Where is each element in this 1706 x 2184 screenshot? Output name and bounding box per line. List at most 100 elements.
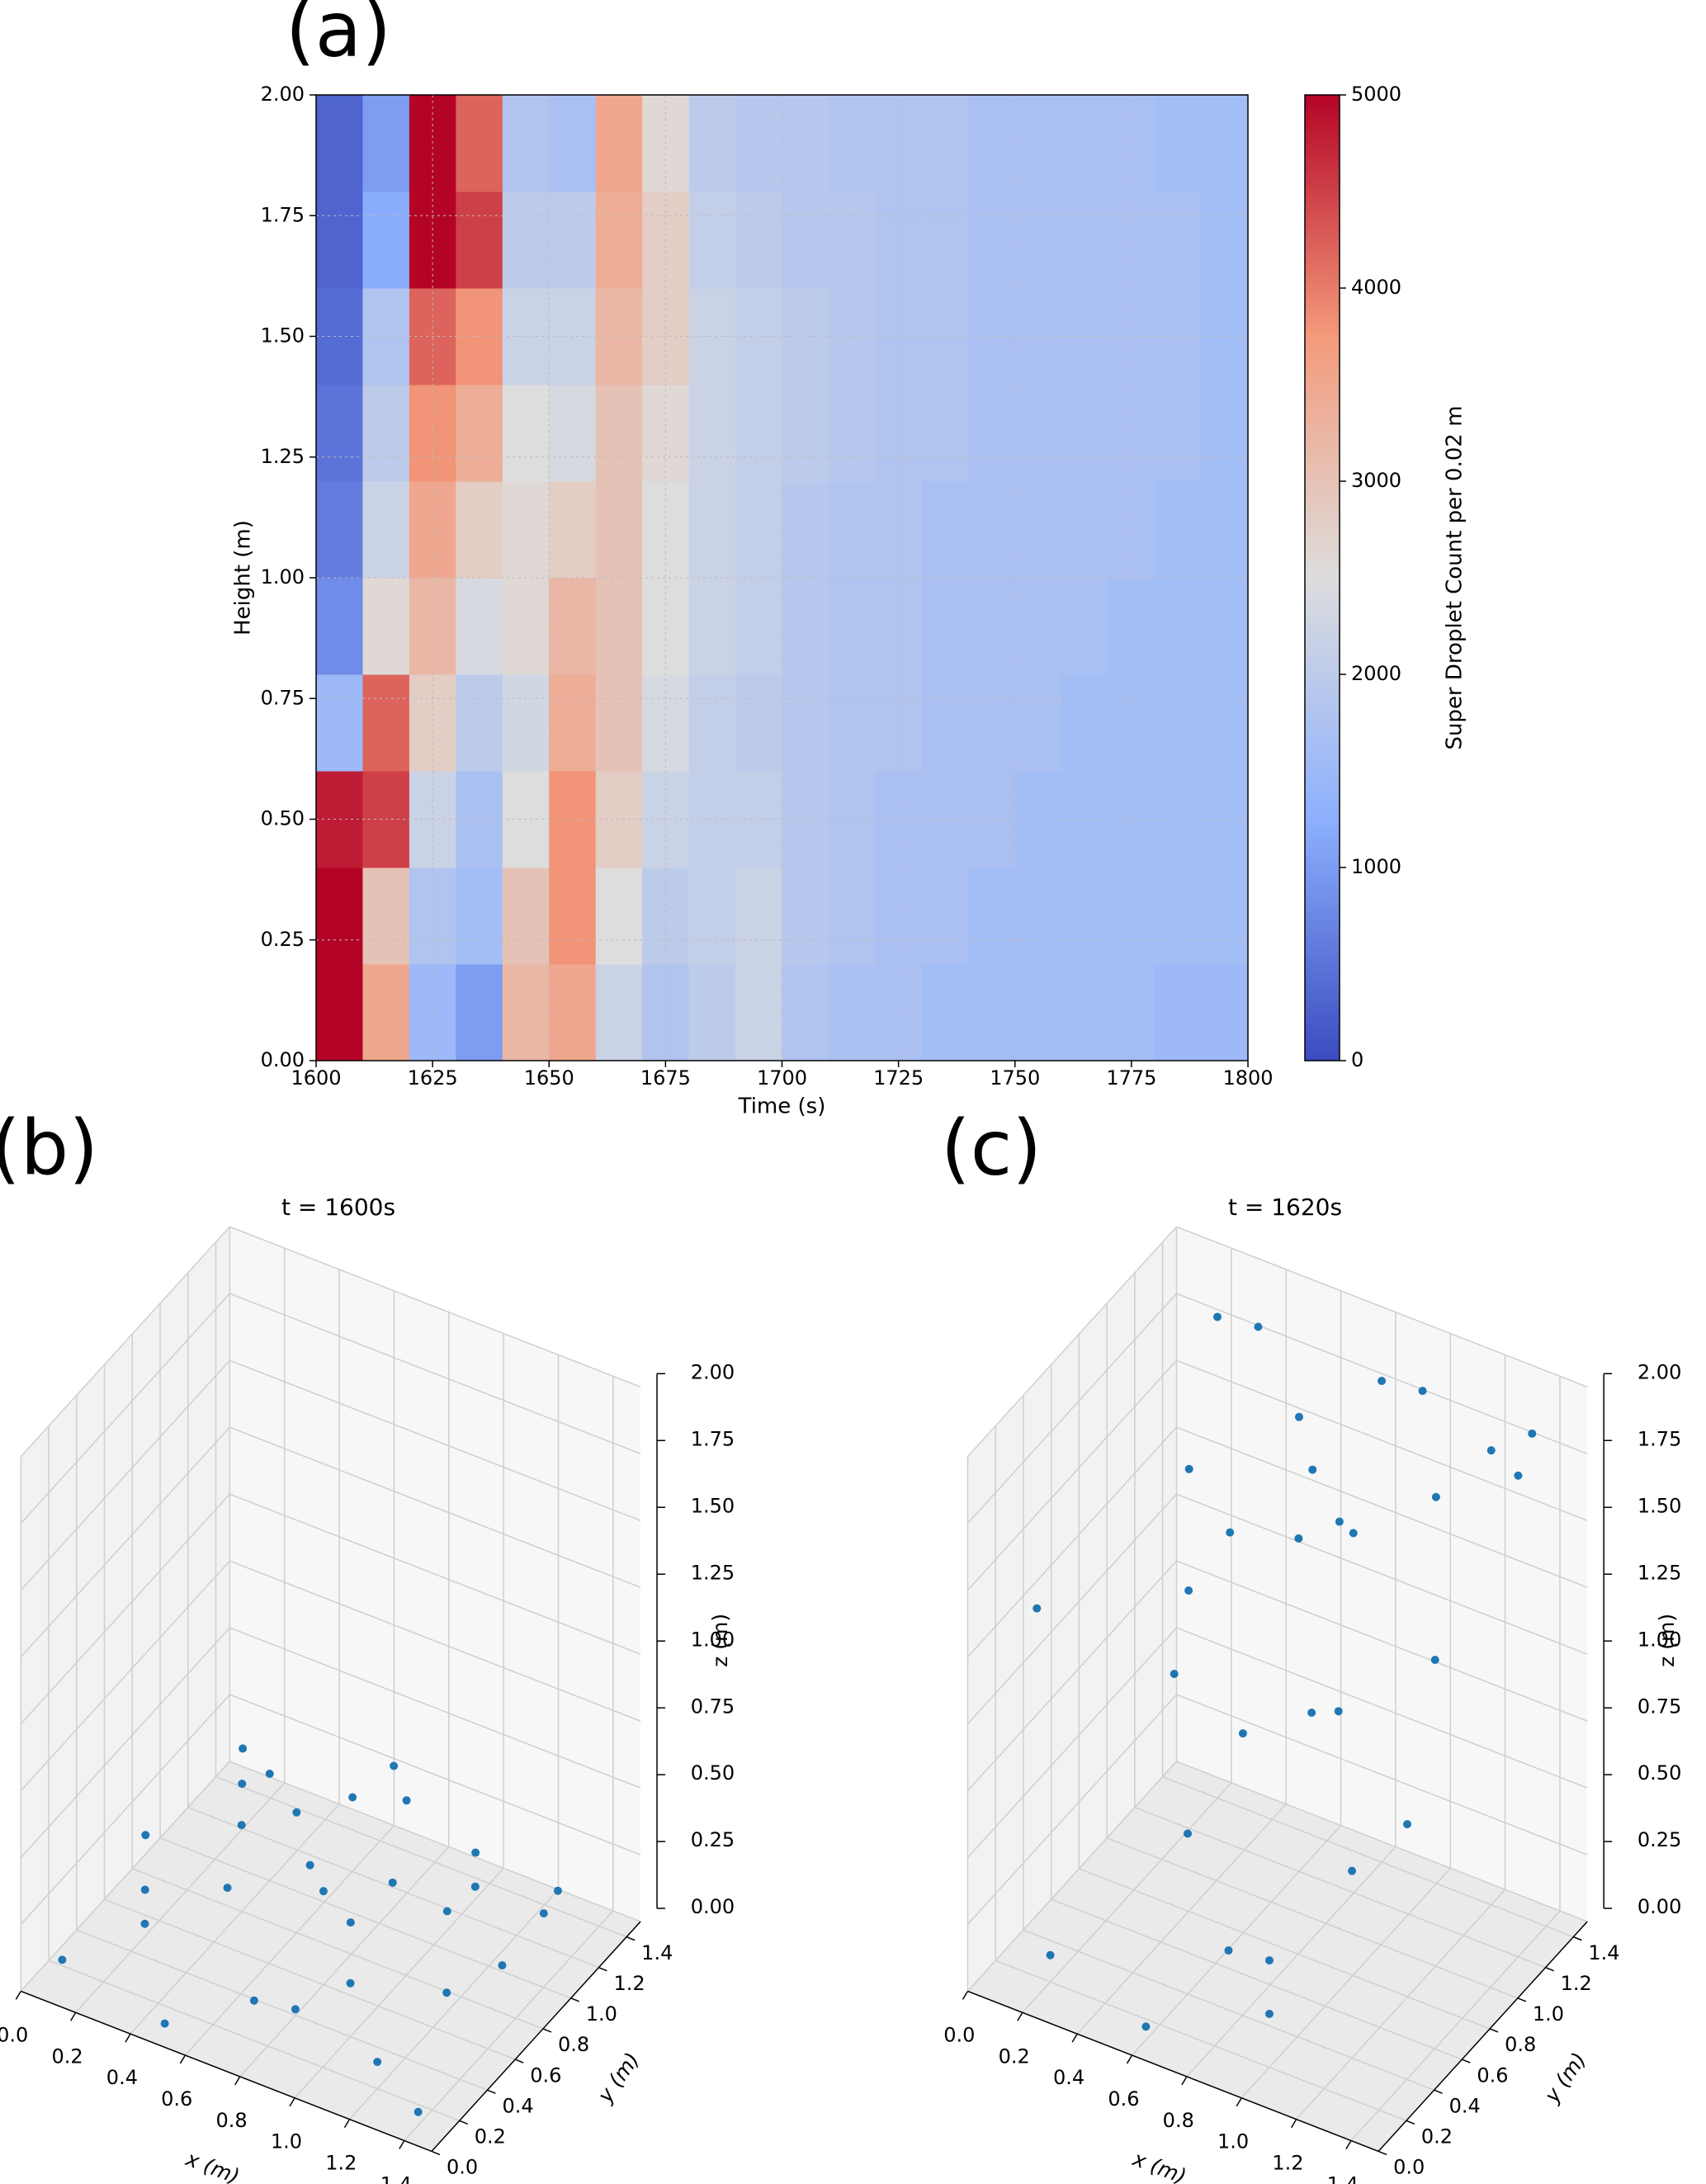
heat-cell: [782, 95, 829, 192]
heat-cell: [362, 385, 410, 482]
grid-line: [1176, 1359, 1588, 1521]
droplet-point: [402, 1796, 411, 1805]
y-tick-label: 1.25: [261, 445, 305, 468]
x-tick-label: 1750: [990, 1066, 1040, 1090]
y-tick: [1406, 2120, 1415, 2125]
heat-cell: [595, 674, 643, 772]
heat-cell: [828, 481, 876, 579]
heat-cell: [1061, 578, 1109, 675]
x-tick-label: 1800: [1222, 1066, 1273, 1090]
droplet-point: [1170, 1669, 1179, 1678]
grid-line: [1176, 1293, 1588, 1454]
y-tick-label: 0.4: [1449, 2094, 1481, 2117]
droplet-point: [414, 2107, 423, 2116]
droplet-point: [1141, 2022, 1151, 2031]
droplet-point: [140, 1885, 149, 1894]
heat-cell: [1155, 191, 1203, 289]
y-tick-label: 1.00: [261, 565, 305, 589]
heat-cell: [502, 191, 550, 289]
droplet-point: [553, 1886, 562, 1895]
y-axis-label: y (m): [593, 2048, 645, 2107]
heat-cell: [782, 867, 829, 965]
y-tick-label: 2.00: [261, 83, 305, 106]
y-tick-label: 1.0: [1533, 2002, 1564, 2026]
x-tick-label: 1.0: [271, 2130, 302, 2153]
grid-line: [1051, 1898, 1463, 2060]
x-tick-label: 1725: [873, 1066, 924, 1090]
heat-cell: [549, 674, 597, 772]
heat-cell: [1014, 964, 1062, 1061]
heat-cell: [828, 867, 876, 965]
y-tick-label: 0.0: [1393, 2156, 1425, 2179]
heat-cell: [688, 578, 736, 675]
grid-line: [187, 1807, 599, 1969]
droplet-point: [223, 1884, 232, 1893]
grid-line: [1350, 1910, 1561, 2141]
grid-line: [48, 1959, 460, 2121]
heat-cell: [362, 578, 410, 675]
grid-line: [229, 1493, 641, 1655]
y-tick-label: 0.2: [1421, 2125, 1453, 2149]
heat-cell: [1061, 385, 1109, 482]
heat-cell: [1155, 578, 1203, 675]
heat-cell: [549, 578, 597, 675]
heat-cell: [968, 578, 1016, 675]
x-tick-label: 0.0: [0, 2023, 28, 2046]
droplet-point: [1264, 2009, 1274, 2018]
plot-frame: [315, 94, 1249, 1061]
colorbar-tick-label: 0: [1351, 1048, 1363, 1071]
grid-line: [995, 1959, 1407, 2121]
grid-line: [76, 1929, 488, 2091]
droplet-point: [140, 1919, 149, 1928]
x-axis-label: x (m): [182, 2146, 243, 2184]
heat-cell: [456, 867, 503, 965]
y-tick-label: 0.50: [261, 807, 305, 830]
y-tick: [1573, 1936, 1582, 1941]
grid-line: [229, 1226, 641, 1387]
x-tick: [125, 2033, 131, 2043]
grid-line: [1022, 1782, 1232, 2013]
panel-label: (c): [941, 1104, 1042, 1192]
x-tick: [1181, 2076, 1188, 2086]
heat-cell: [828, 95, 876, 192]
heat-cell: [735, 288, 782, 385]
z-tick-label: 1.75: [691, 1427, 735, 1450]
y-tick: [1517, 1997, 1527, 2002]
grid-line: [20, 1426, 230, 1658]
z-tick-label: 1.00: [1637, 1628, 1681, 1651]
z-tick-label: 0.50: [1637, 1761, 1681, 1785]
heat-cell: [502, 964, 550, 1061]
grid-line: [229, 1359, 641, 1521]
y-tick-label: 0.4: [502, 2094, 533, 2117]
y-tick: [626, 1936, 636, 1941]
droplet-point: [346, 1978, 355, 1988]
droplet-point: [1335, 1517, 1344, 1526]
heat-cell: [316, 867, 363, 965]
x-tick-label: 1.2: [1272, 2152, 1303, 2175]
droplet-point: [1184, 1829, 1193, 1838]
heat-cell: [735, 867, 782, 965]
grid-line: [20, 1761, 230, 1992]
droplet-point: [1184, 1586, 1193, 1595]
heat-cell: [782, 578, 829, 675]
x-tick-label: 1650: [524, 1066, 574, 1090]
heat-cell: [502, 578, 550, 675]
droplet-point: [160, 2019, 169, 2028]
heat-cell: [316, 481, 363, 579]
grid-line: [75, 1782, 286, 2013]
heat-cell: [968, 95, 1016, 192]
heat-cell: [549, 191, 597, 289]
heat-cell: [1061, 964, 1109, 1061]
heat-cell: [968, 964, 1016, 1061]
heat-cell: [595, 964, 643, 1061]
heat-cell: [782, 674, 829, 772]
heat-cell: [549, 867, 597, 965]
grid-line: [404, 1910, 614, 2141]
heat-cell: [688, 964, 736, 1061]
x-tick: [343, 2119, 351, 2128]
heat-cell: [735, 674, 782, 772]
x-tick: [1345, 2140, 1352, 2149]
grid-line: [1176, 1627, 1588, 1789]
heat-cell: [595, 481, 643, 579]
heat-cell: [921, 964, 969, 1061]
